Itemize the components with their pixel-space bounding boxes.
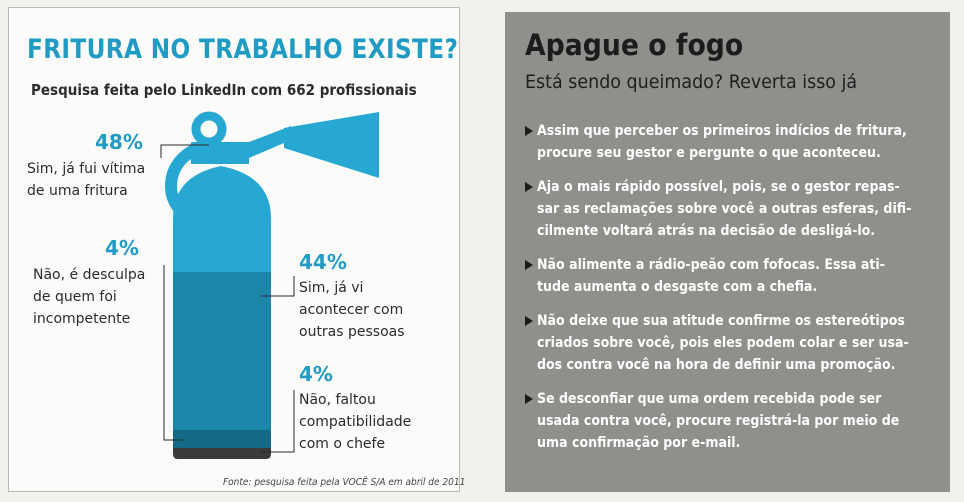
arrow-bullet-icon xyxy=(525,260,533,270)
stat-label: Não, faltou compatibilidade com o chefe xyxy=(299,389,411,455)
tip-item: Assim que perceber os primeiros indícios… xyxy=(525,120,945,164)
tip-line: Se desconfiar que uma ordem recebida pod… xyxy=(537,391,882,407)
tip-line: dos contra você na hora de definir uma p… xyxy=(537,357,896,373)
bottle-section-48 xyxy=(173,166,271,272)
tip-item: Aja o mais rápido possível, pois, se o g… xyxy=(525,176,945,242)
tip-line: usada contra você, procure registrá-la p… xyxy=(537,413,900,429)
infographic-title: FRITURA NO TRABALHO EXISTE? xyxy=(27,34,459,65)
stat-label-line: incompetente xyxy=(33,311,131,327)
tips-panel: Apague o fogo Está sendo queimado? Rever… xyxy=(505,12,950,492)
arrow-bullet-icon xyxy=(525,394,533,404)
tip-line: procure seu gestor e pergunte o que acon… xyxy=(537,145,881,161)
stat-label-line: acontecer com xyxy=(299,302,404,318)
tips-title: Apague o fogo xyxy=(525,28,744,62)
stat-percent: 4% xyxy=(105,236,139,260)
stat-percent: 4% xyxy=(299,362,333,386)
leader-line-4b xyxy=(261,390,295,453)
stat-label-line: outras pessoas xyxy=(299,324,405,340)
stat-label-line: compatibilidade xyxy=(299,414,412,430)
infographic-panel: FRITURA NO TRABALHO EXISTE? Pesquisa fei… xyxy=(8,7,465,492)
stat-label-line: Não, é desculpa xyxy=(33,267,146,283)
stat-percent: 44% xyxy=(299,250,347,274)
tip-line: uma confirmação por e-mail. xyxy=(537,435,741,451)
stat-label-line: Sim, já vi xyxy=(299,280,364,296)
tip-item: Se desconfiar que uma ordem recebida pod… xyxy=(525,388,945,454)
extinguisher-bottle xyxy=(173,166,271,459)
source-note: Fonte: pesquisa feita pela VOCÊ S/A em a… xyxy=(223,477,466,488)
tip-line: Não deixe que sua atitude confirme os es… xyxy=(537,313,905,329)
tips-subtitle: Está sendo queimado? Reverta isso já xyxy=(525,71,858,93)
bottle-section-44 xyxy=(173,272,271,430)
stat-percent: 48% xyxy=(95,130,143,154)
stat-label-line: com o chefe xyxy=(299,436,386,452)
tip-line: cilmente voltará atrás na decisão de des… xyxy=(537,223,876,239)
tip-line: sar as reclamações sobre você a outras e… xyxy=(537,201,912,217)
stat-label-line: de uma fritura xyxy=(27,183,128,199)
bottle-section-4a xyxy=(173,430,271,448)
extinguisher-nozzle xyxy=(284,112,379,178)
tip-line: criados sobre você, pois eles podem cola… xyxy=(537,335,909,351)
leader-line-48 xyxy=(160,144,209,158)
tip-item: Não deixe que sua atitude confirme os es… xyxy=(525,310,945,376)
extinguisher-ring xyxy=(191,111,227,147)
arrow-bullet-icon xyxy=(525,316,533,326)
tip-line: Não alimente a rádio-peão com fofocas. E… xyxy=(537,257,885,273)
stat-label: Sim, já vi acontecer com outras pessoas xyxy=(299,277,405,343)
stat-label-line: de quem foi xyxy=(33,289,117,305)
fire-extinguisher-graphic xyxy=(160,111,379,459)
infographic-subtitle: Pesquisa feita pelo LinkedIn com 662 pro… xyxy=(31,81,417,99)
leader-lines xyxy=(160,144,295,453)
bottle-section-4b xyxy=(173,448,271,459)
stat-label-line: Sim, já fui vítima xyxy=(27,161,146,177)
stat-label: Não, é desculpa de quem foi incompetente xyxy=(33,264,145,330)
tip-line: Assim que perceber os primeiros indícios… xyxy=(537,123,907,139)
tip-line: Aja o mais rápido possível, pois, se o g… xyxy=(537,179,900,195)
tip-item: Não alimente a rádio-peão com fofocas. E… xyxy=(525,254,945,298)
arrow-bullet-icon xyxy=(525,126,533,136)
tip-line: tude aumenta o desgaste com a chefia. xyxy=(537,279,818,295)
arrow-bullet-icon xyxy=(525,182,533,192)
stat-label-line: Não, faltou xyxy=(299,392,376,408)
leader-line-4a xyxy=(163,265,183,441)
tips-list: Assim que perceber os primeiros indícios… xyxy=(525,120,945,466)
extinguisher-lever xyxy=(249,126,291,158)
stat-label: Sim, já fui vítima de uma fritura xyxy=(27,158,145,202)
leader-line-44 xyxy=(261,276,295,297)
extinguisher-neck xyxy=(191,142,249,164)
